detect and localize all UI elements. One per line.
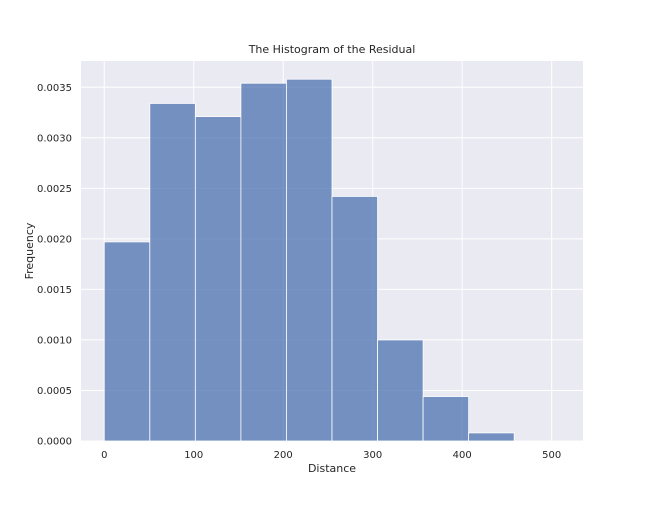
bar-layer (103, 78, 515, 442)
histogram-bar (149, 103, 196, 442)
y-axis-label: Frequency (23, 222, 36, 279)
y-tick-label: 0.0010 (37, 335, 72, 346)
x-axis-label: Distance (308, 462, 356, 475)
histogram-bar (468, 432, 515, 442)
x-tick-label: 200 (274, 450, 293, 461)
y-tick-label: 0.0030 (37, 133, 72, 144)
histogram-bar (377, 339, 424, 442)
x-tick-label: 400 (453, 450, 472, 461)
y-tick-label: 0.0000 (37, 437, 72, 448)
y-tick-label: 0.0025 (37, 184, 72, 195)
x-tick-labels: 0 100 200 300 400 500 (101, 450, 561, 461)
y-tick-labels: 0.0000 0.0005 0.0010 0.0015 0.0020 0.0025 0.00… (37, 83, 72, 448)
histogram-bar (240, 82, 287, 442)
histogram-bar (286, 78, 333, 442)
histogram-bar (194, 116, 242, 442)
histogram-bar (331, 196, 378, 442)
x-tick-label: 300 (363, 450, 382, 461)
histogram-bar (422, 396, 470, 442)
histogram-bar (103, 241, 151, 442)
y-tick-label: 0.0005 (37, 386, 72, 397)
x-tick-label: 500 (542, 450, 561, 461)
y-tick-label: 0.0020 (37, 234, 72, 245)
chart-title: The Histogram of the Residual (248, 43, 416, 56)
x-tick-label: 0 (101, 450, 107, 461)
y-tick-label: 0.0035 (37, 83, 72, 94)
y-tick-label: 0.0015 (37, 285, 72, 296)
x-tick-label: 100 (184, 450, 203, 461)
